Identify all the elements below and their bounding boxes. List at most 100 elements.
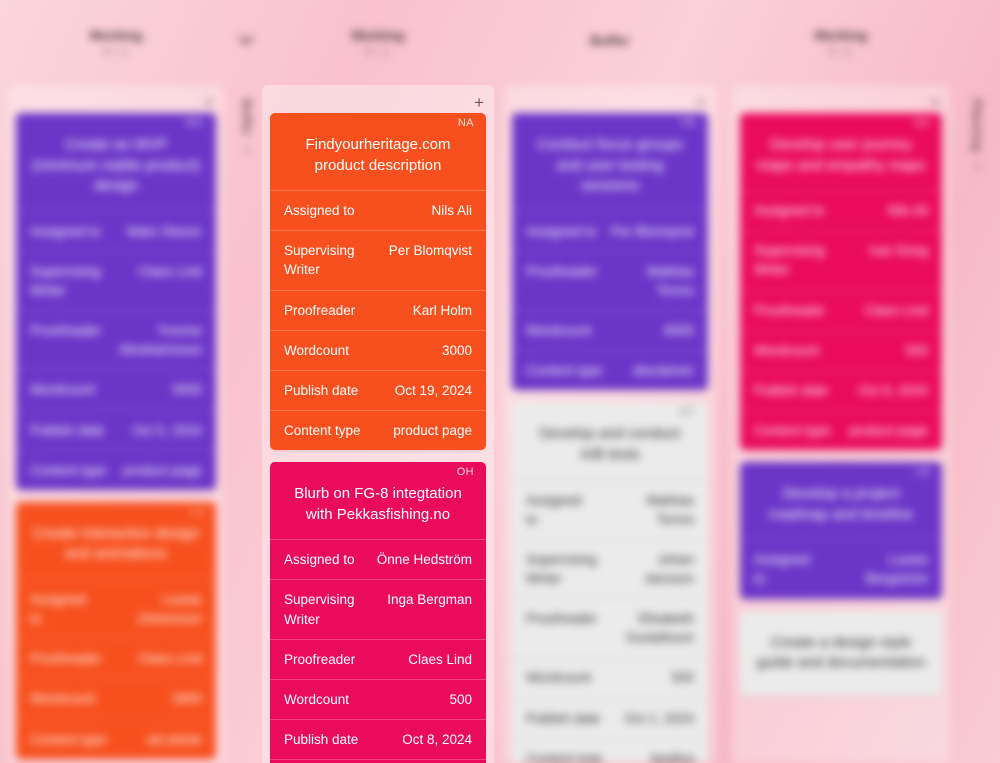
card-field-wordcount: Wordcount 6000 — [512, 310, 708, 350]
card[interactable]: PB Conduct focus groups and user testing… — [512, 113, 708, 391]
card[interactable]: LB Develop a project roadmap and timelin… — [740, 462, 942, 599]
avatar-initials: MO — [185, 117, 204, 129]
field-value: Oct 9, 2024 — [858, 382, 928, 398]
column-header[interactable]: Working 0 / 1 — [724, 0, 958, 85]
field-label: Publish date — [754, 382, 829, 398]
card[interactable]: Create a design style guide and document… — [740, 610, 942, 696]
field-value: Önne Hedström — [376, 552, 472, 568]
card-field-assigned-to: Assigned to Mats Olsson — [16, 210, 216, 251]
card[interactable]: NA Develop user journey maps and empathy… — [740, 113, 942, 451]
field-label: Wordcount — [284, 691, 350, 707]
card-title: Develop user journey maps and empathy ma… — [756, 136, 926, 174]
add-card-icon[interactable]: + — [930, 92, 940, 112]
card-field-proofreader: Proofreader Yvonne Abrahamsson — [16, 310, 216, 369]
card-field-assigned-to: Assigned to Nils Ali — [270, 190, 486, 230]
card-field-proofreader: Proofreader Claes Lind — [270, 638, 486, 679]
avatar-initials: PB — [680, 117, 696, 129]
card-header: LJ Create interaction design and animati… — [16, 502, 216, 579]
collapsed-column-planning[interactable]: Planning 0 — [962, 85, 992, 763]
avatar-initials: OH — [456, 466, 474, 479]
card-field-supervising-writer: Supervising Writer Ivar Dong — [740, 230, 942, 289]
field-value: Johan Jansson — [643, 551, 694, 586]
avatar-initials: MT — [679, 406, 696, 419]
collapsed-column-count: 0 — [242, 148, 252, 155]
card-title: Create interaction design and animations — [32, 524, 200, 563]
field-label: Proofreader — [526, 263, 598, 279]
card-field-proofreader: Proofreader Karl Holm — [270, 289, 486, 330]
card-field-wordcount: Wordcount 500 — [740, 329, 942, 370]
field-value: Inga Bergman — [387, 592, 472, 608]
card-field-publish-date: Publish date Oct 1, 2024 — [512, 697, 708, 738]
field-value: 2800 — [171, 691, 202, 707]
card-field-publish-date: Publish date Oct 9, 2024 — [740, 369, 942, 410]
field-label: Assigned to — [526, 492, 582, 527]
field-value: 500 — [671, 670, 694, 686]
card-title: Conduct focus groups and user testing se… — [537, 136, 683, 195]
card-header: OH Blurb on FG-8 integtation with Pekkas… — [270, 462, 486, 539]
card-field-wordcount: Wordcount 3000 — [270, 329, 486, 370]
field-value: Louise Johansson — [136, 591, 202, 627]
collapsed-column-label: Buffer — [240, 99, 254, 137]
field-label: Proofreader — [30, 323, 102, 339]
card-header: NA Develop user journey maps and empathy… — [740, 113, 942, 190]
field-label: Assigned to — [284, 552, 355, 568]
field-label: Content type — [30, 462, 107, 478]
add-card-icon[interactable]: + — [204, 92, 214, 112]
field-value: 500 — [449, 691, 472, 707]
card-title: Develop and conduct A/B tests — [539, 425, 681, 463]
field-value: Oct 5, 2024 — [132, 422, 202, 438]
field-value: Mats Olsson — [126, 223, 202, 239]
field-label: Content type — [754, 423, 831, 439]
collapsed-column-buffer[interactable]: Buffer 0 — [232, 85, 262, 763]
card-field-proofreader: Proofreader Mathias Torres — [512, 250, 708, 310]
board-column-working-1: Working 0 / 1 + MO Create an MVP (minimu… — [0, 0, 232, 763]
column-count: 0 / 1 — [103, 46, 129, 58]
field-label: Wordcount — [526, 323, 592, 339]
column-title: Working — [89, 27, 143, 43]
card-header: PB Conduct focus groups and user testing… — [512, 113, 708, 211]
chevron-down-icon[interactable] — [239, 36, 253, 45]
field-label: Assigned to — [284, 203, 355, 219]
collapsed-column-count: 0 — [972, 164, 982, 171]
field-label: Content type — [30, 731, 107, 747]
card[interactable]: MT Develop and conduct A/B tests Assigne… — [512, 402, 708, 763]
card-title: Create a design style guide and document… — [756, 633, 926, 672]
field-label: Wordcount — [526, 670, 592, 686]
field-label: Proofreader — [30, 651, 102, 667]
card-field-wordcount: Wordcount 500 — [270, 678, 486, 719]
column-header[interactable]: Working 0 / 1 — [262, 0, 494, 85]
card[interactable]: MO Create an MVP (minimum viable product… — [16, 113, 216, 490]
card-field-wordcount: Wordcount 500 — [512, 657, 708, 697]
board-column-working-2: Working 0 / 1 — [262, 0, 494, 763]
card-title: Findyourheritage.com product description — [305, 136, 451, 174]
field-value: 500 — [905, 342, 928, 358]
field-label: Supervising Writer — [284, 243, 355, 278]
column-header[interactable]: Working 0 / 1 — [0, 0, 232, 85]
card-field-content-type: Content type blog — [270, 759, 486, 763]
column-header[interactable]: Buffer — [496, 0, 724, 85]
field-value: 3000 — [171, 382, 202, 398]
column-body: + PB Conduct focus groups and user testi… — [504, 85, 716, 763]
card-field-wordcount: Wordcount 3000 — [16, 369, 216, 409]
field-value: disclaimer — [633, 363, 694, 379]
card-field-assigned-to: Assigned to Önne Hedström — [270, 539, 486, 579]
card-field-supervising-writer: Supervising Writer Johan Jansson — [512, 538, 708, 598]
card-title: Create an MVP (minimum viable product) d… — [31, 136, 201, 195]
card-field-supervising-writer: Supervising Writer Per Blomqvist — [270, 230, 486, 289]
field-label: Supervising Writer — [526, 551, 597, 586]
field-label: Publish date — [30, 422, 105, 438]
avatar-initials: LJ — [191, 505, 204, 518]
column-title: Working — [351, 27, 405, 43]
column-action-strip: + — [270, 91, 486, 113]
card[interactable]: LJ Create interaction design and animati… — [16, 501, 216, 759]
field-label: Assigned to — [754, 203, 825, 219]
column-body: + MO Create an MVP (minimum viable produ… — [8, 85, 224, 763]
card[interactable]: NA Findyourheritage.com product descript… — [270, 113, 486, 451]
card-field-content-type: Content type product page — [270, 410, 486, 450]
add-card-icon[interactable]: + — [474, 92, 484, 112]
field-value: landing — [650, 750, 694, 763]
field-value: Per Blomqvist — [610, 223, 694, 239]
add-card-icon[interactable]: + — [696, 92, 706, 112]
card[interactable]: OH Blurb on FG-8 integtation with Pekkas… — [270, 462, 486, 763]
